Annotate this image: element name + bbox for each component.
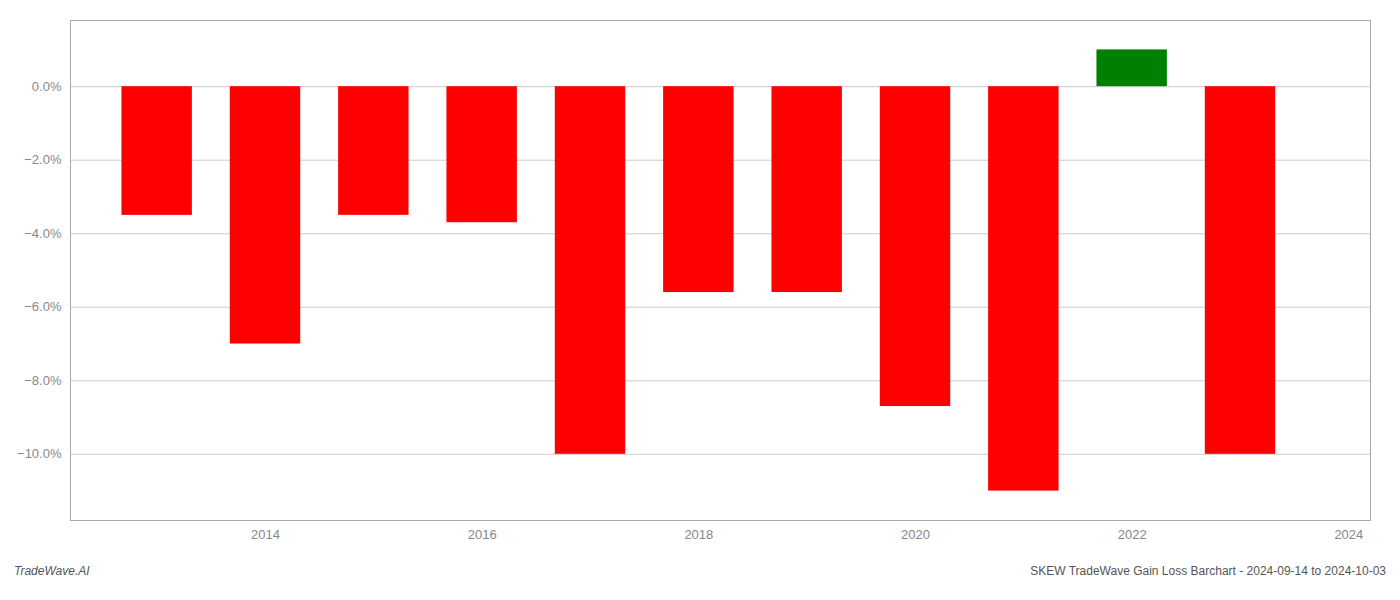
svg-text:−8.0%: −8.0%	[24, 373, 62, 388]
svg-text:2020: 2020	[901, 527, 930, 542]
html-text:TradeWave.AI: TradeWave.AI	[14, 564, 90, 578]
svg-text:−10.0%: −10.0%	[17, 446, 62, 461]
svg-text:2024: 2024	[1334, 527, 1363, 542]
svg-text:2014: 2014	[251, 527, 280, 542]
svg-text:2018: 2018	[684, 527, 713, 542]
svg-text:2022: 2022	[1118, 527, 1147, 542]
svg-text:−2.0%: −2.0%	[24, 152, 62, 167]
svg-text:−4.0%: −4.0%	[24, 226, 62, 241]
svg-text:0.0%: 0.0%	[32, 79, 62, 94]
svg-text:2016: 2016	[468, 527, 497, 542]
svg-text:−6.0%: −6.0%	[24, 299, 62, 314]
html-text:SKEW TradeWave Gain Loss Barch: SKEW TradeWave Gain Loss Barchart - 2024…	[1030, 564, 1386, 578]
